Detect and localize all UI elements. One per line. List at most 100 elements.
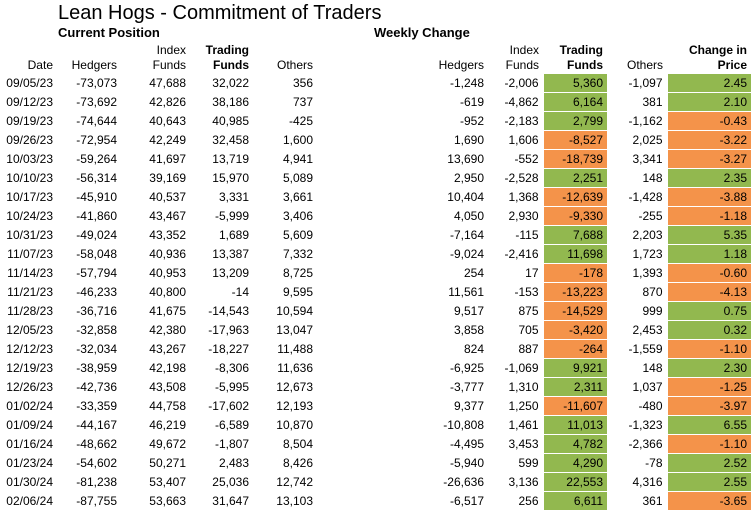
cell-others: 7,332 — [253, 244, 317, 264]
cell-change-in-price: 2.10 — [666, 92, 751, 112]
cell-weekly-hedgers: 11,561 — [317, 282, 488, 302]
cell-weekly-others: -1,097 — [607, 74, 667, 93]
cell-index-funds: 42,380 — [121, 320, 190, 340]
cell-weekly-trading-funds: 9,921 — [542, 358, 607, 378]
cell-weekly-trading-funds: 5,360 — [542, 74, 607, 93]
cell-weekly-index-funds: -2,183 — [488, 111, 543, 131]
cell-weekly-hedgers: 254 — [317, 263, 488, 283]
cell-weekly-others: 1,393 — [607, 263, 667, 283]
header-change-in-price: Change in Price — [688, 43, 747, 72]
cell-weekly-others: 361 — [607, 491, 667, 511]
cell-date: 01/23/24 — [0, 453, 57, 473]
cell-date: 12/26/23 — [0, 377, 57, 397]
cell-weekly-index-funds: 3,136 — [488, 472, 543, 492]
cell-weekly-trading-funds: -9,330 — [542, 206, 607, 226]
cell-date: 12/19/23 — [0, 358, 57, 378]
cell-weekly-others: 870 — [607, 282, 667, 302]
cell-weekly-trading-funds: 2,311 — [542, 377, 607, 397]
table-row: 01/09/24 -44,167 46,219 -6,589 10,870 -10,808… — [0, 415, 751, 435]
cell-others: 5,609 — [253, 225, 317, 245]
header-index-funds: Index Funds — [152, 43, 186, 72]
cell-weekly-hedgers: -952 — [317, 111, 488, 131]
cell-date: 12/05/23 — [0, 320, 57, 340]
cell-weekly-others: 999 — [607, 301, 667, 321]
cell-index-funds: 42,249 — [121, 130, 190, 150]
cell-weekly-index-funds: -153 — [488, 282, 543, 302]
cell-trading-funds: 13,719 — [190, 149, 253, 169]
cell-trading-funds: 13,387 — [190, 244, 253, 264]
cell-trading-funds: -8,306 — [190, 358, 253, 378]
cell-trading-funds: 2,483 — [190, 453, 253, 473]
cell-index-funds: 41,697 — [121, 149, 190, 169]
cell-change-in-price: 2.52 — [666, 453, 751, 473]
cell-weekly-index-funds: -115 — [488, 225, 543, 245]
cell-weekly-index-funds: 1,368 — [488, 187, 543, 207]
cell-change-in-price: 2.30 — [666, 358, 751, 378]
table-row: 10/24/23 -41,860 43,467 -5,999 3,406 4,050 2,9… — [0, 206, 751, 226]
cot-table: Date Hedgers Index Funds Trading Funds O… — [0, 41, 751, 511]
cell-weekly-others: 4,316 — [607, 472, 667, 492]
cell-trading-funds: 1,689 — [190, 225, 253, 245]
cell-hedgers: -74,644 — [57, 111, 121, 131]
cell-index-funds: 43,352 — [121, 225, 190, 245]
cell-trading-funds: 32,022 — [190, 74, 253, 93]
cell-weekly-others: 3,341 — [607, 149, 667, 169]
cell-weekly-index-funds: -552 — [488, 149, 543, 169]
cell-date: 10/17/23 — [0, 187, 57, 207]
cell-others: 13,047 — [253, 320, 317, 340]
cell-weekly-others: 1,723 — [607, 244, 667, 264]
cell-change-in-price: -1.18 — [666, 206, 751, 226]
table-row: 10/17/23 -45,910 40,537 3,331 3,661 10,404 1,3… — [0, 187, 751, 207]
cell-trading-funds: -18,227 — [190, 339, 253, 359]
header-weekly-others: Others — [626, 58, 663, 72]
table-row: 11/28/23 -36,716 41,675 -14,543 10,594 9,517 8… — [0, 301, 751, 321]
cell-hedgers: -32,034 — [57, 339, 121, 359]
cell-hedgers: -48,662 — [57, 434, 121, 454]
cell-others: 5,089 — [253, 168, 317, 188]
cell-weekly-hedgers: -5,940 — [317, 453, 488, 473]
cell-weekly-hedgers: 10,404 — [317, 187, 488, 207]
section-current-position: Current Position — [58, 25, 160, 40]
section-weekly-change: Weekly Change — [374, 25, 470, 40]
table-row: 09/12/23 -73,692 42,826 38,186 737 -619 -4,862… — [0, 92, 751, 112]
cell-hedgers: -45,910 — [57, 187, 121, 207]
cell-weekly-trading-funds: 6,164 — [542, 92, 607, 112]
cell-change-in-price: -3.22 — [666, 130, 751, 150]
cell-change-in-price: 0.75 — [666, 301, 751, 321]
cell-trading-funds: 40,985 — [190, 111, 253, 131]
cell-change-in-price: -1.10 — [666, 339, 751, 359]
cell-weekly-index-funds: -2,416 — [488, 244, 543, 264]
cell-change-in-price: -3.88 — [666, 187, 751, 207]
cell-weekly-index-funds: 705 — [488, 320, 543, 340]
cell-hedgers: -42,736 — [57, 377, 121, 397]
cell-weekly-trading-funds: 4,290 — [542, 453, 607, 473]
cell-change-in-price: 0.32 — [666, 320, 751, 340]
cell-trading-funds: -14 — [190, 282, 253, 302]
table-row: 12/26/23 -42,736 43,508 -5,995 12,673 -3,777 1… — [0, 377, 751, 397]
cell-others: 13,103 — [253, 491, 317, 511]
cell-change-in-price: -0.60 — [666, 263, 751, 283]
cell-trading-funds: 25,036 — [190, 472, 253, 492]
cell-weekly-others: 2,203 — [607, 225, 667, 245]
cell-hedgers: -32,858 — [57, 320, 121, 340]
cell-hedgers: -59,264 — [57, 149, 121, 169]
cell-date: 02/06/24 — [0, 491, 57, 511]
table-row: 01/23/24 -54,602 50,271 2,483 8,426 -5,940 599… — [0, 453, 751, 473]
cell-weekly-others: -1,428 — [607, 187, 667, 207]
cell-index-funds: 44,758 — [121, 396, 190, 416]
header-row: Date Hedgers Index Funds Trading Funds O… — [0, 41, 751, 74]
cell-change-in-price: -3.27 — [666, 149, 751, 169]
cell-weekly-trading-funds: 22,553 — [542, 472, 607, 492]
cell-weekly-trading-funds: -13,223 — [542, 282, 607, 302]
cell-index-funds: 47,688 — [121, 74, 190, 93]
cell-date: 09/12/23 — [0, 92, 57, 112]
cell-others: 12,193 — [253, 396, 317, 416]
cell-trading-funds: -1,807 — [190, 434, 253, 454]
cell-weekly-trading-funds: -11,607 — [542, 396, 607, 416]
cell-index-funds: 43,267 — [121, 339, 190, 359]
cell-weekly-hedgers: 1,690 — [317, 130, 488, 150]
cell-weekly-others: -2,366 — [607, 434, 667, 454]
table-row: 09/26/23 -72,954 42,249 32,458 1,600 1,690 1,6… — [0, 130, 751, 150]
cell-index-funds: 40,936 — [121, 244, 190, 264]
cell-weekly-hedgers: -6,925 — [317, 358, 488, 378]
